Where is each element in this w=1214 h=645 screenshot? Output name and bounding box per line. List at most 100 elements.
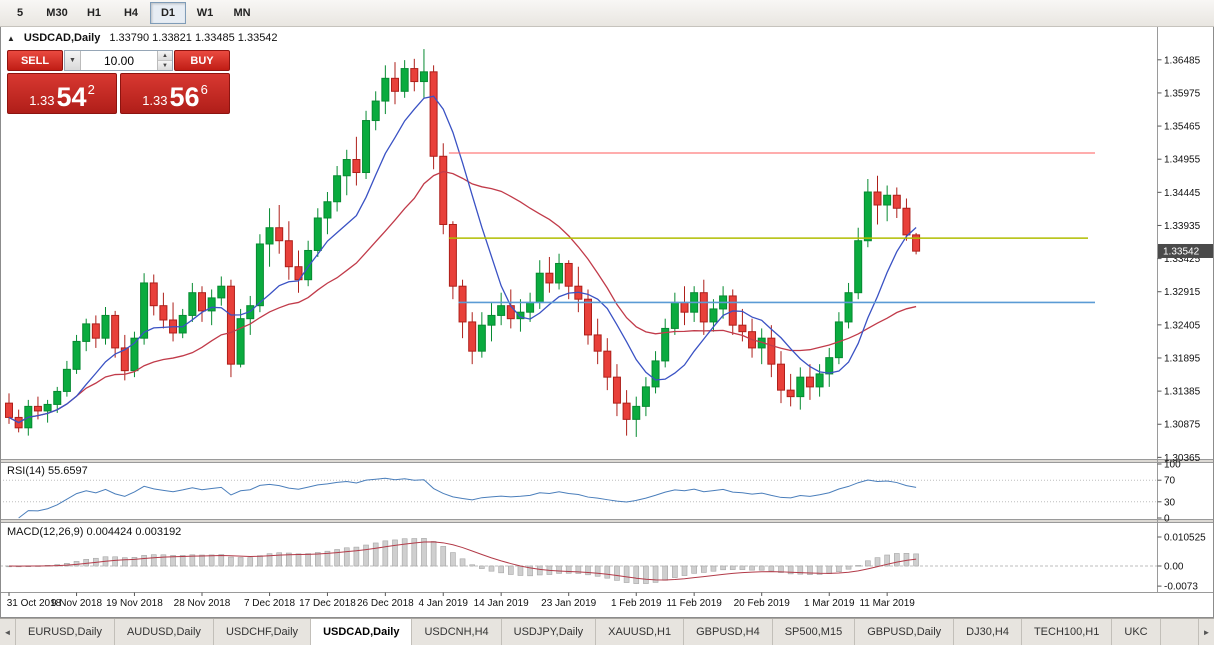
svg-text:1.32915: 1.32915 <box>1164 287 1201 298</box>
price-chart-svg: 1.364851.359751.354651.349551.344451.339… <box>0 26 1214 618</box>
chart-tab-audusd-daily[interactable]: AUDUSD,Daily <box>115 619 214 645</box>
candle-body <box>381 77 390 102</box>
macd-axis: 0.010525 0.00 -0.0073 <box>1157 533 1206 593</box>
candle-body <box>535 272 544 303</box>
chart-tab-xauusd-h1[interactable]: XAUUSD,H1 <box>596 619 685 645</box>
svg-text:70: 70 <box>1164 476 1176 487</box>
svg-text:0.010525: 0.010525 <box>1164 533 1206 544</box>
candle-body <box>883 194 892 206</box>
volume-decrease-button[interactable]: ▼ <box>158 61 172 70</box>
svg-text:28 Nov 2018: 28 Nov 2018 <box>174 598 231 609</box>
candle-body <box>902 207 911 236</box>
timeframe-button-mn[interactable]: MN <box>233 7 251 19</box>
chart-tab-gbpusd-h4[interactable]: GBPUSD,H4 <box>684 619 773 645</box>
candle-body <box>854 240 863 294</box>
svg-text:1.31895: 1.31895 <box>1164 353 1201 364</box>
candle-body <box>786 389 795 398</box>
chart-tabs: EURUSD,Daily AUDUSD,Daily USDCHF,Daily USDC… <box>16 619 1198 645</box>
chart-tab-usdcad-daily[interactable]: USDCAD,Daily <box>311 619 413 645</box>
candle-body <box>825 357 834 375</box>
chart-tab-ukc[interactable]: UKC <box>1112 619 1161 645</box>
candle-body <box>873 191 882 206</box>
candle-body <box>410 68 419 83</box>
one-click-trading-panel: SELL ▼ 10.00 ▲ ▼ BUY 1.33 54 2 1.33 56 6 <box>7 50 230 114</box>
svg-text:14 Jan 2019: 14 Jan 2019 <box>474 598 529 609</box>
candle-body <box>217 285 226 299</box>
chart-symbol-label: USDCAD,Daily <box>23 32 101 44</box>
svg-text:11 Feb 2019: 11 Feb 2019 <box>666 598 722 609</box>
chart-tab-usdchf-daily[interactable]: USDCHF,Daily <box>214 619 312 645</box>
candle-body <box>111 314 120 349</box>
chart-tab-usdcnh-h4[interactable]: USDCNH,H4 <box>412 619 502 645</box>
candle-body <box>796 376 805 398</box>
candle-body <box>545 272 554 284</box>
candle-body <box>709 308 718 323</box>
candle-body <box>516 311 525 320</box>
timeframe-button-m30[interactable]: M30 <box>46 7 68 19</box>
timeframe-button-w1[interactable]: W1 <box>196 7 214 19</box>
candle-body <box>468 321 477 352</box>
svg-text:1.33935: 1.33935 <box>1164 221 1201 232</box>
candle-body <box>91 323 100 339</box>
candle-body <box>391 77 399 92</box>
candle-body <box>352 159 361 174</box>
candle-body <box>439 155 448 225</box>
candle-body <box>487 314 496 326</box>
candle-body <box>815 373 824 388</box>
candle-body <box>5 402 13 418</box>
candle-body <box>448 223 457 287</box>
timeframe-button-5[interactable]: 5 <box>16 7 24 19</box>
candle-body <box>680 301 689 313</box>
candle-body <box>699 292 708 323</box>
svg-text:0: 0 <box>1164 514 1170 525</box>
timeframe-button-h1[interactable]: H1 <box>86 7 102 19</box>
candle-body <box>844 292 853 323</box>
volume-increase-button[interactable]: ▲ <box>158 51 172 61</box>
ask-price-prefix: 1.33 <box>142 93 168 108</box>
candle-body <box>120 347 129 372</box>
chart-tab-eurusd-daily[interactable]: EURUSD,Daily <box>16 619 115 645</box>
candle-body <box>284 240 293 268</box>
ma-slow-line <box>8 170 917 424</box>
svg-text:1.35975: 1.35975 <box>1164 88 1201 99</box>
bid-quote-tile[interactable]: 1.33 54 2 <box>7 73 117 114</box>
pane-separator[interactable] <box>0 459 1214 463</box>
chart-tab-sp500-m15[interactable]: SP500,M15 <box>773 619 856 645</box>
chart-tab-dj30-h4[interactable]: DJ30,H4 <box>954 619 1022 645</box>
candle-body <box>198 292 206 312</box>
buy-button[interactable]: BUY <box>174 50 230 71</box>
candle-body <box>670 301 679 329</box>
volume-input[interactable]: 10.00 <box>103 53 135 68</box>
volume-dropdown-icon[interactable]: ▼ <box>65 51 81 70</box>
candle-body <box>255 243 264 307</box>
candle-body <box>294 266 303 281</box>
chart-tab-usdjpy-daily[interactable]: USDJPY,Daily <box>502 619 597 645</box>
candle-body <box>323 201 332 219</box>
ask-quote-tile[interactable]: 1.33 56 6 <box>120 73 230 114</box>
tabs-scroll-left-button[interactable]: ◄ <box>0 619 16 645</box>
candle-body <box>555 262 564 284</box>
chart-title: ▲ USDCAD,Daily 1.33790 1.33821 1.33485 1… <box>7 32 278 44</box>
chart-tab-tech100-h1[interactable]: TECH100,H1 <box>1022 619 1113 645</box>
svg-text:1.33542: 1.33542 <box>1163 246 1200 257</box>
bid-price-big: 54 <box>56 82 87 112</box>
chart-tab-gbpusd-daily[interactable]: GBPUSD,Daily <box>855 619 955 645</box>
tabs-scroll-right-button[interactable]: ► <box>1198 619 1214 645</box>
svg-text:1.31385: 1.31385 <box>1164 387 1201 398</box>
timeframe-button-h4[interactable]: H4 <box>123 7 139 19</box>
ma-fast-line <box>8 95 917 424</box>
candle-body <box>275 227 284 242</box>
volume-spinner: ▲ ▼ <box>157 51 172 70</box>
svg-text:1.34955: 1.34955 <box>1164 155 1201 166</box>
svg-text:1.35465: 1.35465 <box>1164 122 1201 133</box>
sell-button[interactable]: SELL <box>7 50 63 71</box>
timeframe-button-d1[interactable]: D1 <box>150 2 186 24</box>
svg-text:31 Oct 2018: 31 Oct 2018 <box>7 598 62 609</box>
candle-body <box>33 405 42 412</box>
candle-body <box>641 386 650 407</box>
price-axis: 1.36485 1.35975 1.35465 1.34955 1.34445 1.339… <box>1157 55 1201 464</box>
pane-separator[interactable] <box>0 519 1214 523</box>
candle-body <box>738 324 747 333</box>
svg-text:20 Feb 2019: 20 Feb 2019 <box>734 598 791 609</box>
candle-body <box>506 305 515 320</box>
